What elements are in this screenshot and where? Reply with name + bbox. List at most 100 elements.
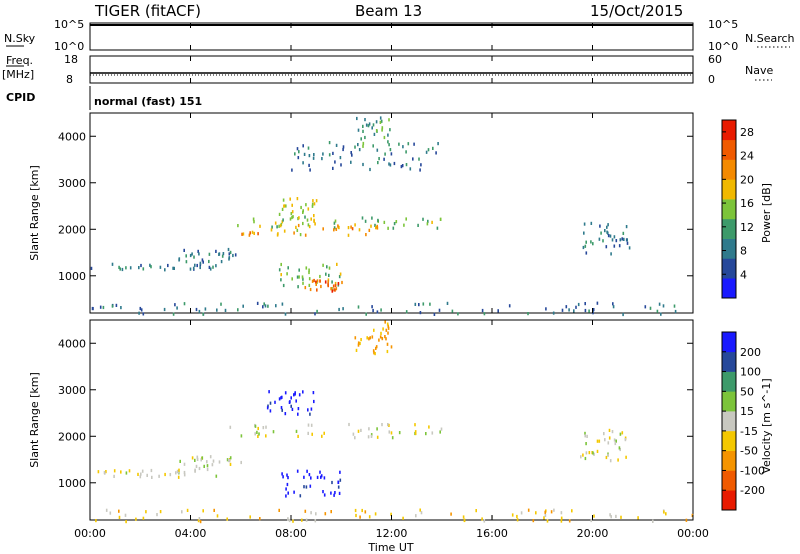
colorbar-swatch xyxy=(722,470,736,491)
range-gate-cell xyxy=(227,247,230,252)
range-gate-cell xyxy=(414,431,417,436)
range-gate-cell xyxy=(649,306,652,310)
range-gate-cell xyxy=(305,485,308,489)
range-gate-cell xyxy=(371,126,373,130)
range-gate-cell xyxy=(253,231,255,235)
range-gate-cell xyxy=(295,429,298,433)
range-gate-cell xyxy=(592,242,594,246)
range-gate-cell xyxy=(281,408,283,412)
x-tick-label: 00:00 xyxy=(677,527,709,540)
range-gate-cell xyxy=(402,516,404,520)
range-gate-cell xyxy=(232,253,234,258)
range-gate-cell xyxy=(457,312,459,316)
range-gate-cell xyxy=(251,230,254,234)
range-gate-cell xyxy=(135,517,137,521)
range-gate-cell xyxy=(532,519,535,523)
range-gate-cell xyxy=(311,202,314,206)
range-gate-cell xyxy=(545,307,547,311)
power-colorbar-label: Power [dB] xyxy=(760,183,773,243)
range-gate-cell xyxy=(483,312,486,316)
range-gate-cell xyxy=(142,267,145,271)
range-gate-cell xyxy=(605,245,608,249)
range-gate-cell xyxy=(370,433,373,437)
range-gate-cell xyxy=(193,255,195,259)
range-gate-cell xyxy=(607,234,610,238)
range-gate-cell xyxy=(333,493,335,497)
colorbar-swatch xyxy=(722,218,736,239)
range-gate-cell xyxy=(407,142,410,146)
range-gate-cell xyxy=(462,515,465,519)
range-gate-cell xyxy=(256,430,258,434)
range-gate-cell xyxy=(377,161,379,165)
range-gate-cell xyxy=(308,270,310,275)
range-gate-cell xyxy=(282,475,284,479)
range-gate-cell xyxy=(388,423,390,427)
range-gate-cell xyxy=(164,472,166,477)
range-gate-cell xyxy=(372,308,374,313)
range-gate-cell xyxy=(585,251,588,255)
range-gate-cell xyxy=(371,305,373,309)
velocity-y-axis-title: Slant Range [km] xyxy=(28,372,41,468)
range-gate-cell xyxy=(262,426,265,430)
range-gate-cell xyxy=(338,226,340,230)
range-gate-cell xyxy=(588,451,591,455)
range-gate-cell xyxy=(105,470,107,474)
range-gate-cell xyxy=(436,226,439,230)
range-gate-cell xyxy=(380,308,382,312)
range-gate-cell xyxy=(295,399,297,403)
range-gate-cell xyxy=(296,147,299,151)
colorbar-tick-label: -50 xyxy=(740,445,758,458)
x-tick-label: 00:00 xyxy=(74,527,106,540)
range-gate-cell xyxy=(195,464,198,468)
range-gate-cell xyxy=(278,508,280,512)
colorbar-tick-label: 4 xyxy=(740,268,747,281)
colorbar-tick-label: 12 xyxy=(740,221,754,234)
range-gate-cell xyxy=(543,516,545,520)
range-gate-cell xyxy=(323,476,326,480)
range-gate-cell xyxy=(341,280,343,285)
range-gate-cell xyxy=(584,308,587,313)
range-gate-cell xyxy=(227,458,230,463)
range-gate-cell xyxy=(278,212,281,216)
range-gate-cell xyxy=(371,335,374,339)
range-gate-cell xyxy=(333,221,336,225)
range-gate-cell xyxy=(312,391,315,395)
range-gate-cell xyxy=(356,116,358,121)
range-gate-cell xyxy=(314,312,316,316)
range-gate-cell xyxy=(615,239,618,243)
range-gate-cell xyxy=(368,228,371,232)
range-gate-cell xyxy=(331,289,334,293)
colorbar-swatch xyxy=(722,159,736,180)
range-gate-cell xyxy=(206,464,209,468)
velocity-data-layer xyxy=(95,320,694,524)
freq-panel: Freq. [MHz] 18 8 60 0 Nave xyxy=(2,53,773,86)
range-gate-cell xyxy=(311,279,314,283)
range-gate-cell xyxy=(351,227,354,231)
range-gate-cell xyxy=(208,259,210,264)
range-gate-cell xyxy=(358,148,361,152)
range-gate-cell xyxy=(308,154,311,158)
range-gate-cell xyxy=(215,249,217,253)
range-gate-cell xyxy=(271,225,273,229)
range-gate-cell xyxy=(608,428,611,432)
range-gate-cell xyxy=(268,390,270,394)
range-gate-cell xyxy=(376,435,379,439)
range-gate-cell xyxy=(375,345,378,349)
range-gate-cell xyxy=(125,266,127,270)
range-gate-cell xyxy=(568,308,570,312)
range-gate-cell xyxy=(118,509,120,513)
range-gate-cell xyxy=(527,508,530,512)
range-gate-cell xyxy=(379,120,382,124)
range-gate-cell xyxy=(286,482,289,487)
colorbar-tick-label: 15 xyxy=(740,405,754,418)
range-gate-cell xyxy=(159,265,162,269)
range-gate-cell xyxy=(415,514,417,518)
range-gate-cell xyxy=(403,223,405,227)
range-gate-cell xyxy=(433,312,436,316)
range-gate-cell xyxy=(97,470,100,474)
range-gate-cell xyxy=(305,266,308,270)
range-gate-cell xyxy=(385,328,388,332)
range-gate-cell xyxy=(585,451,588,455)
x-tick-label: 16:00 xyxy=(476,527,508,540)
range-gate-cell xyxy=(307,223,310,227)
